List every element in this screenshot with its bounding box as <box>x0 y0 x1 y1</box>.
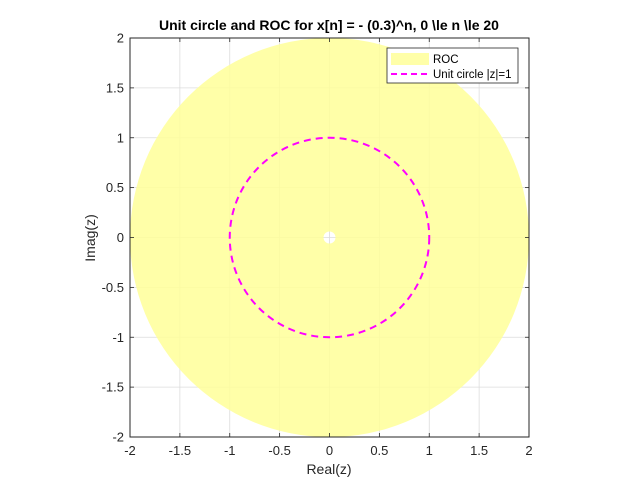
unit-circle-series <box>228 136 431 339</box>
x-tick-label: -2 <box>124 443 136 458</box>
roc-region <box>129 37 529 438</box>
legend: ROC Unit circle |z|=1 <box>386 47 519 84</box>
legend-label-roc: ROC <box>433 54 459 66</box>
y-tick-label: 1.5 <box>106 80 124 95</box>
chart-title: Unit circle and ROC for x[n] = - (0.3)^n… <box>159 17 499 33</box>
x-axis-label: Real(z) <box>306 461 351 477</box>
legend-swatch-roc <box>391 53 429 65</box>
roc-annulus <box>129 37 529 438</box>
x-tick-label: 0.5 <box>370 443 388 458</box>
x-tick-label: 1.5 <box>470 443 488 458</box>
x-tick-label: 1 <box>426 443 433 458</box>
y-tick-label: -2 <box>112 430 124 445</box>
y-tick-label: 2 <box>117 31 124 46</box>
x-tick-label: 0 <box>326 443 333 458</box>
y-axis-label: Imag(z) <box>82 214 98 261</box>
x-tick-label: 2 <box>525 443 532 458</box>
y-tick-label: -1 <box>112 330 124 345</box>
plot-area: -2 -1.5 -1 -0.5 0 0.5 1 1.5 2 -2 -1.5 -1 -0.5 0 0.5 1 1… <box>102 31 533 459</box>
y-tick-label: -1.5 <box>102 380 124 395</box>
x-tick-label: -0.5 <box>268 443 290 458</box>
unit-circle-line <box>228 136 431 339</box>
x-tick-label: -1 <box>224 443 236 458</box>
y-tick-label: 0.5 <box>106 180 124 195</box>
y-tick-label: 0 <box>117 230 124 245</box>
y-axis-ticks: -2 -1.5 -1 -0.5 0 0.5 1 1.5 2 <box>102 31 529 445</box>
x-tick-label: -1.5 <box>169 443 191 458</box>
x-axis-ticks: -2 -1.5 -1 -0.5 0 0.5 1 1.5 2 <box>124 38 533 458</box>
y-tick-label: -0.5 <box>102 280 124 295</box>
legend-label-unit-circle: Unit circle |z|=1 <box>433 69 512 81</box>
y-tick-label: 1 <box>117 130 124 145</box>
